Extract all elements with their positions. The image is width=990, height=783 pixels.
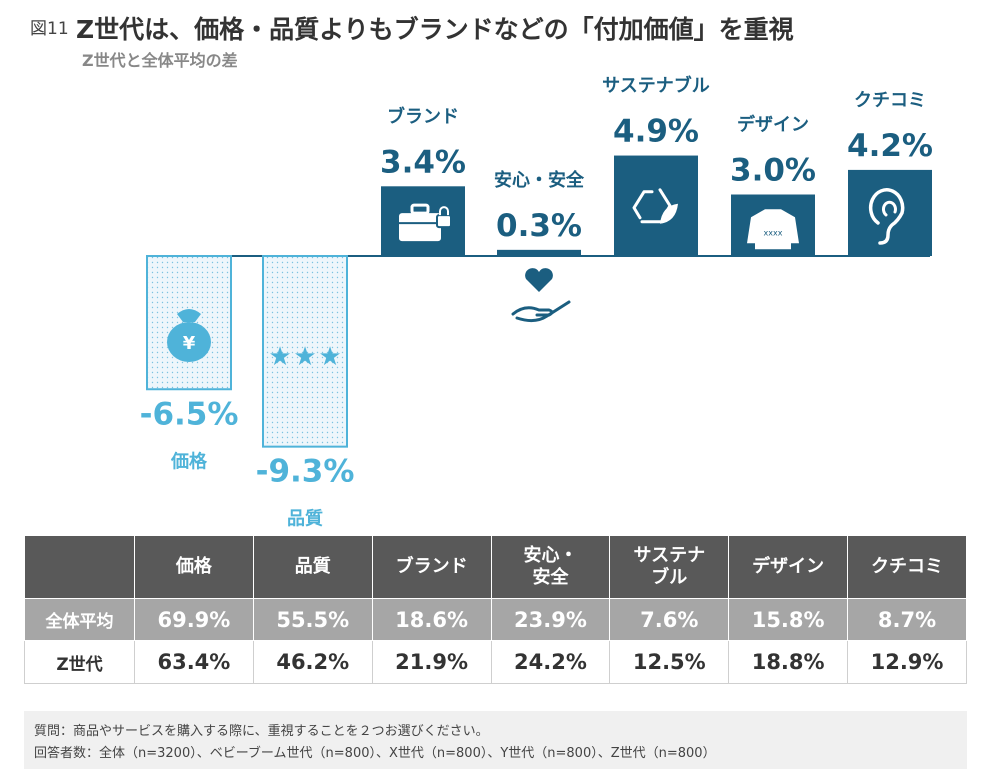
cell-word-of-mouth: 8.7% (847, 598, 967, 641)
briefcase-icon (399, 203, 452, 242)
cell-price: 63.4% (134, 640, 254, 684)
col-header-price: 価格 (134, 535, 254, 599)
col-header-word-of-mouth: クチコミ (847, 535, 967, 599)
category-label-design: デザイン (737, 114, 809, 136)
value-label-design: 3.0% (730, 153, 816, 189)
col-header-corner (24, 535, 135, 599)
col-header-sustainable: サステナ ブル (609, 535, 730, 599)
cell-quality: 46.2% (252, 640, 373, 684)
cell-design: 18.8% (728, 640, 849, 684)
heart-hand-icon (511, 268, 571, 323)
bar-word-of-mouth (848, 169, 932, 256)
col-header-design: デザイン (728, 535, 849, 599)
svg-text:★: ★ (293, 342, 316, 372)
category-label-price: 価格 (170, 450, 208, 472)
svg-text:xxxx: xxxx (764, 228, 783, 237)
col-header-safety: 安心・ 安全 (490, 535, 611, 599)
cell-design: 15.8% (728, 598, 849, 641)
category-label-word-of-mouth: クチコミ (854, 90, 926, 111)
value-label-word-of-mouth: 4.2% (847, 128, 933, 164)
table-header-row: 価格 品質 ブランド 安心・ 安全 サステナ ブル デザイン クチコミ (24, 535, 967, 599)
svg-text:★: ★ (268, 342, 291, 372)
bar-safety (497, 249, 581, 256)
cell-brand: 21.9% (371, 640, 492, 684)
bar-sustainable (614, 155, 698, 256)
col-header-quality: 品質 (252, 535, 373, 599)
category-label-sustainable: サステナブル (602, 75, 710, 97)
sweater-icon: xxxx (747, 209, 799, 250)
cell-brand: 18.6% (371, 598, 492, 641)
stars-icon: ★ ★ ★ (268, 342, 341, 372)
difference-bar-chart: ¥-6.5%価格★ ★ ★-9.3%品質3.4%ブランド0.3%安心・安全4.9%サ… (140, 75, 933, 530)
cell-sustainable: 7.6% (609, 598, 730, 641)
survey-question: 質問：商品やサービスを購入する際に、重視することを２つお選びください。 (34, 724, 489, 739)
cell-safety: 24.2% (490, 640, 611, 684)
table-row-gen-z: Z世代 63.4% 46.2% 21.9% 24.2% 12.5% 18.8% 12.9% (24, 640, 967, 684)
chart-title: Z世代は、価格・品質よりもブランドなどの「付加価値」を重視 (76, 15, 794, 44)
ear-icon (868, 188, 905, 245)
value-label-brand: 3.4% (380, 144, 466, 180)
recycle-icon (632, 188, 678, 224)
survey-respondents: 回答者数：全体（n=3200）、ベビーブーム世代（n=800）、X世代（n=80… (34, 746, 716, 761)
cell-price: 69.9% (134, 598, 254, 641)
money-bag-icon: ¥ (167, 309, 211, 362)
value-label-price: -6.5% (140, 396, 239, 432)
cell-word-of-mouth: 12.9% (847, 640, 967, 684)
cell-safety: 23.9% (490, 598, 611, 641)
svg-text:★: ★ (318, 342, 341, 372)
category-label-quality: 品質 (287, 508, 323, 530)
category-label-safety: 安心・安全 (494, 169, 585, 191)
bar-quality (262, 255, 348, 448)
value-label-sustainable: 4.9% (613, 114, 699, 150)
figure-label: 図11 (30, 19, 69, 39)
cell-sustainable: 12.5% (609, 640, 730, 684)
value-label-safety: 0.3% (496, 208, 582, 244)
value-label-quality: -9.3% (256, 454, 355, 490)
table-row-average: 全体平均 69.9% 55.5% 18.6% 23.9% 7.6% 15.8% 8.7% (24, 598, 967, 641)
cell-quality: 55.5% (252, 598, 373, 641)
row-label: Z世代 (24, 640, 135, 684)
comparison-table: 価格 品質 ブランド 安心・ 安全 サステナ ブル デザイン クチコミ 全体平均 69.9% 55.… (24, 535, 967, 684)
category-label-brand: ブランド (387, 105, 459, 127)
svg-text:¥: ¥ (183, 333, 196, 354)
col-header-brand: ブランド (371, 535, 492, 599)
row-label: 全体平均 (24, 598, 135, 641)
chart-subtitle: Z世代と全体平均の差 (82, 51, 238, 70)
survey-note: 質問：商品やサービスを購入する際に、重視することを２つお選びください。 回答者数… (24, 711, 967, 769)
